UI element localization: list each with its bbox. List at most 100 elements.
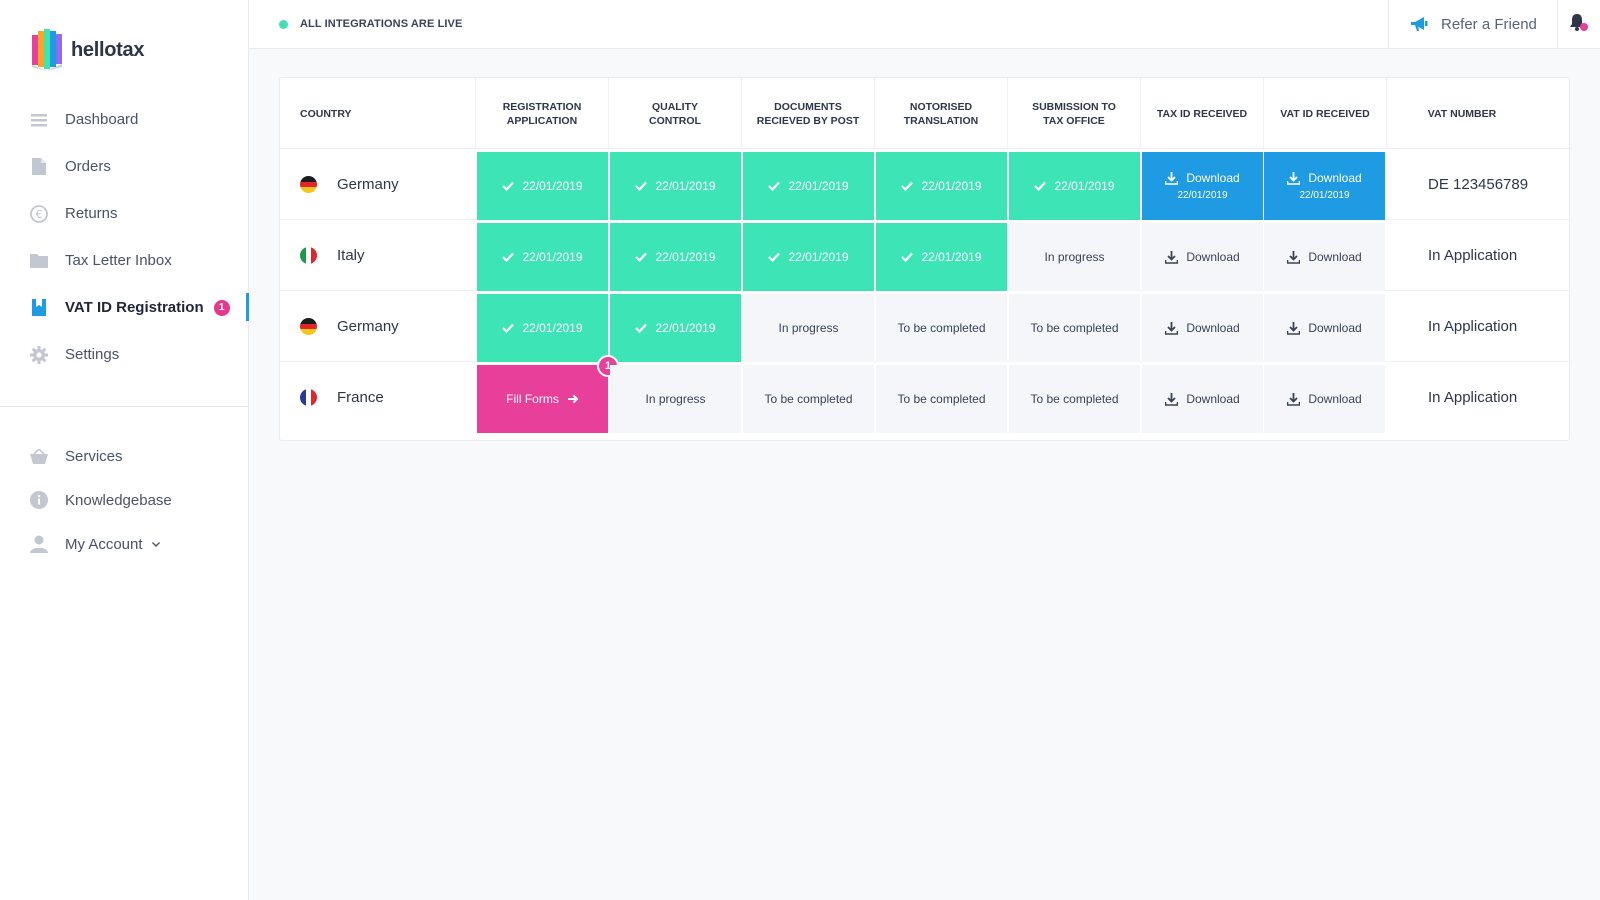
step-pending-cell: To be completed: [1009, 365, 1140, 433]
step-done-cell: 22/01/2019: [743, 223, 874, 291]
step-pending-cell: In progress: [743, 294, 874, 362]
vat-id-download-button[interactable]: Download: [1264, 223, 1385, 291]
check-icon: [502, 181, 515, 191]
country-cell: France: [300, 362, 384, 433]
sidebar-item-services[interactable]: Services: [0, 434, 249, 478]
fill-forms-button[interactable]: Fill Forms: [477, 365, 608, 433]
notifications-button[interactable]: [1558, 0, 1600, 49]
refer-a-friend-button[interactable]: Refer a Friend: [1388, 0, 1558, 49]
vat-id-download-button[interactable]: Download: [1264, 294, 1385, 362]
step-done-cell: 22/01/2019: [610, 294, 741, 362]
header-submission-tax-office: SUBMISSION TO TAX OFFICE: [1008, 78, 1141, 149]
check-icon: [635, 181, 648, 191]
sidebar-item-my-account[interactable]: My Account: [0, 522, 249, 566]
header-documents-received: DOCUMENTS RECIEVED BY POST: [742, 78, 875, 149]
integration-status: ALL INTEGRATIONS ARE LIVE: [279, 18, 462, 30]
step-pending-cell: To be completed: [743, 365, 874, 433]
download-icon: [1165, 392, 1179, 406]
download-label: Download: [1308, 392, 1362, 406]
document-icon: [30, 158, 48, 176]
header-tax-id-received: TAX ID RECEIVED: [1141, 78, 1264, 149]
vat-id-download-button[interactable]: Download 22/01/2019: [1264, 152, 1385, 220]
chevron-down-icon[interactable]: [151, 539, 160, 550]
vat-id-download-button[interactable]: Download: [1264, 365, 1385, 433]
download-label: Download: [1186, 250, 1240, 264]
app-name: hellotax: [71, 38, 145, 61]
step-done-cell: 22/01/2019: [743, 152, 874, 220]
download-label: Download: [1308, 171, 1362, 185]
check-icon: [901, 181, 914, 191]
step-pending-cell: To be completed: [876, 294, 1007, 362]
download-label: Download: [1186, 171, 1240, 185]
tax-id-download-button[interactable]: Download 22/01/2019: [1142, 152, 1263, 220]
country-name: Italy: [337, 247, 365, 264]
tax-id-download-button[interactable]: Download: [1142, 223, 1263, 291]
sidebar-item-label: Returns: [65, 205, 118, 222]
country-name: Germany: [337, 176, 399, 193]
folder-icon: [30, 252, 48, 270]
step-date: 22/01/2019: [522, 179, 583, 193]
status-text: ALL INTEGRATIONS ARE LIVE: [300, 18, 463, 30]
download-label: Download: [1186, 321, 1240, 335]
germany-flag-icon: [300, 318, 317, 335]
step-done-cell: 22/01/2019: [610, 152, 741, 220]
step-date: 22/01/2019: [921, 250, 982, 264]
step-date: 22/01/2019: [788, 179, 849, 193]
check-icon: [768, 181, 781, 191]
tax-id-download-button[interactable]: Download: [1142, 294, 1263, 362]
check-icon: [502, 323, 515, 333]
header-vat-id-received: VAT ID RECEIVED: [1264, 78, 1387, 149]
logo[interactable]: hellotax: [31, 29, 144, 71]
header-registration-application: REGISTRATION APPLICATION: [476, 78, 609, 149]
sidebar-item-label: Settings: [65, 346, 120, 363]
step-done-cell: 22/01/2019: [610, 223, 741, 291]
step-done-cell: 22/01/2019: [477, 152, 608, 220]
table-row: Germany 22/01/2019 22/01/2019 In progres…: [280, 291, 1571, 362]
step-done-cell: 22/01/2019: [876, 223, 1007, 291]
header-notorised-translation: NOTORISED TRANSLATION: [875, 78, 1008, 149]
sidebar-item-knowledgebase[interactable]: Knowledgebase: [0, 478, 249, 522]
download-icon: [1165, 250, 1179, 264]
download-icon: [1287, 392, 1301, 406]
country-cell: Germany: [300, 149, 399, 220]
main-nav: Dashboard Orders € Returns Tax Letter In…: [0, 96, 249, 378]
megaphone-icon: [1411, 17, 1428, 32]
sidebar-item-returns[interactable]: € Returns: [0, 190, 249, 237]
download-date: 22/01/2019: [1299, 190, 1350, 201]
sidebar-item-vat-id-registration[interactable]: VAT ID Registration 1: [0, 284, 249, 331]
bell-icon: [1569, 13, 1589, 37]
download-icon: [1287, 250, 1301, 264]
step-date: 22/01/2019: [788, 250, 849, 264]
sidebar-item-tax-letter-inbox[interactable]: Tax Letter Inbox: [0, 237, 249, 284]
sidebar-item-label: Dashboard: [65, 111, 139, 128]
live-status-dot-icon: [279, 19, 288, 29]
sidebar-item-orders[interactable]: Orders: [0, 143, 249, 190]
germany-flag-icon: [300, 176, 317, 193]
step-done-cell: 22/01/2019: [876, 152, 1007, 220]
country-cell: Italy: [300, 220, 365, 291]
step-pending-cell: To be completed: [1009, 294, 1140, 362]
download-label: Download: [1186, 392, 1240, 406]
step-pending-cell: In progress: [1009, 223, 1140, 291]
sidebar-item-dashboard[interactable]: Dashboard: [0, 96, 249, 143]
hellotax-logo-icon: [31, 29, 63, 71]
step-date: 22/01/2019: [921, 179, 982, 193]
step-date: 22/01/2019: [655, 179, 716, 193]
tax-id-download-button[interactable]: Download: [1142, 365, 1263, 433]
fill-forms-label: Fill Forms: [506, 392, 559, 406]
sidebar-item-settings[interactable]: Settings: [0, 331, 249, 378]
vat-number: In Application: [1428, 318, 1518, 335]
bookmark-icon: [30, 299, 48, 317]
vat-number: DE 123456789: [1428, 176, 1529, 193]
download-icon: [1165, 321, 1179, 335]
secondary-nav: Services Knowledgebase My Account: [0, 434, 249, 566]
step-done-cell: 22/01/2019: [477, 223, 608, 291]
euro-icon: €: [30, 204, 48, 223]
table-header: COUNTRY REGISTRATION APPLICATION QUALITY…: [280, 78, 1571, 149]
step-date: 22/01/2019: [1054, 179, 1115, 193]
sidebar: hellotax Dashboard Orders € Returns Tax …: [0, 0, 249, 900]
sidebar-item-label: Services: [65, 447, 123, 465]
header-country: COUNTRY: [280, 78, 476, 149]
step-pending-cell: To be completed: [876, 365, 1007, 433]
check-icon: [901, 252, 914, 262]
